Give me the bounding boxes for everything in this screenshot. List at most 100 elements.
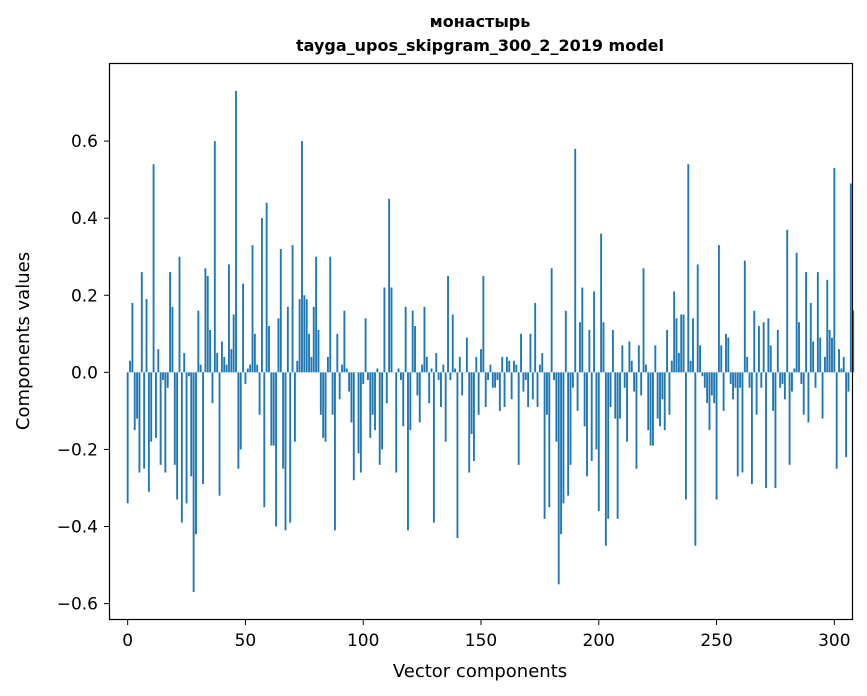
bar xyxy=(206,275,209,373)
bar xyxy=(145,299,148,373)
bar xyxy=(411,310,414,373)
bar xyxy=(430,368,433,373)
bar xyxy=(136,372,139,419)
bar xyxy=(706,372,709,404)
bar xyxy=(548,372,551,508)
bar xyxy=(666,329,669,373)
bar xyxy=(795,252,798,373)
bar xyxy=(758,326,760,373)
bar xyxy=(614,372,617,419)
bar xyxy=(663,372,666,431)
bar xyxy=(404,306,407,373)
bar xyxy=(496,372,499,381)
bar xyxy=(849,183,852,373)
bar xyxy=(633,372,636,392)
bar xyxy=(567,372,570,496)
x-axis-label: Vector components xyxy=(393,661,567,682)
bar xyxy=(218,372,221,496)
bar xyxy=(362,372,365,384)
bar xyxy=(178,256,181,373)
bar xyxy=(190,372,193,477)
bar xyxy=(609,372,612,408)
bar xyxy=(534,302,537,373)
x-tick-label: 100 xyxy=(347,631,379,651)
bar xyxy=(689,360,692,373)
x-tick-label: 50 xyxy=(235,631,257,651)
bar xyxy=(623,372,626,388)
bar xyxy=(187,372,190,377)
bar xyxy=(684,372,687,500)
bar xyxy=(461,372,464,396)
bar xyxy=(527,372,530,408)
bar xyxy=(513,360,515,373)
bar xyxy=(126,372,129,504)
bar xyxy=(692,318,694,373)
bar xyxy=(760,372,763,388)
x-tick-label: 200 xyxy=(583,631,615,651)
bar xyxy=(783,372,786,400)
bar xyxy=(835,372,838,469)
bar xyxy=(475,356,478,373)
bar xyxy=(600,233,603,373)
bar xyxy=(444,372,447,442)
bar xyxy=(734,372,737,388)
x-tick-label: 150 xyxy=(465,631,497,651)
bar xyxy=(652,372,654,446)
bar xyxy=(305,299,308,373)
bar xyxy=(468,372,471,473)
bar xyxy=(656,372,659,419)
bar xyxy=(303,295,306,373)
bar xyxy=(522,372,525,392)
bar xyxy=(301,141,303,373)
bar xyxy=(180,372,183,523)
bar xyxy=(701,372,704,377)
bar xyxy=(647,372,650,431)
bar xyxy=(553,372,555,381)
bar xyxy=(414,326,416,373)
bar xyxy=(407,372,409,531)
bar xyxy=(637,345,640,373)
bar xyxy=(147,372,150,492)
bar xyxy=(275,372,277,527)
bar xyxy=(284,372,287,531)
bar xyxy=(366,372,369,381)
bar xyxy=(583,372,586,427)
bar xyxy=(798,322,800,373)
bar xyxy=(343,310,346,373)
bar xyxy=(277,318,280,373)
bar xyxy=(428,372,431,404)
bar xyxy=(597,372,600,512)
bar xyxy=(578,322,581,373)
bar xyxy=(715,372,718,500)
bar xyxy=(805,272,807,373)
bar xyxy=(520,333,522,373)
bar xyxy=(482,275,485,373)
bar xyxy=(197,310,200,373)
x-tick-label: 250 xyxy=(700,631,732,651)
bar xyxy=(524,372,527,381)
bar xyxy=(739,372,742,388)
bar xyxy=(162,372,164,381)
bar xyxy=(630,360,633,373)
bar xyxy=(767,318,770,373)
bar xyxy=(788,372,791,465)
bar xyxy=(555,372,558,442)
bar xyxy=(319,372,322,415)
bar xyxy=(790,372,793,392)
bar xyxy=(376,368,379,373)
bar xyxy=(611,329,614,373)
bar xyxy=(329,256,332,373)
bar xyxy=(755,372,758,415)
bar xyxy=(435,353,438,373)
bar xyxy=(477,372,480,415)
x-tick-label: 300 xyxy=(818,631,850,651)
x-tick-label: 0 xyxy=(122,631,133,651)
bar xyxy=(517,372,520,465)
bar xyxy=(341,364,343,373)
bar xyxy=(458,356,461,373)
bar xyxy=(694,372,697,546)
y-tick-label: −0.2 xyxy=(57,440,98,460)
bar xyxy=(838,349,840,373)
bar xyxy=(725,333,727,373)
bar xyxy=(312,306,315,373)
